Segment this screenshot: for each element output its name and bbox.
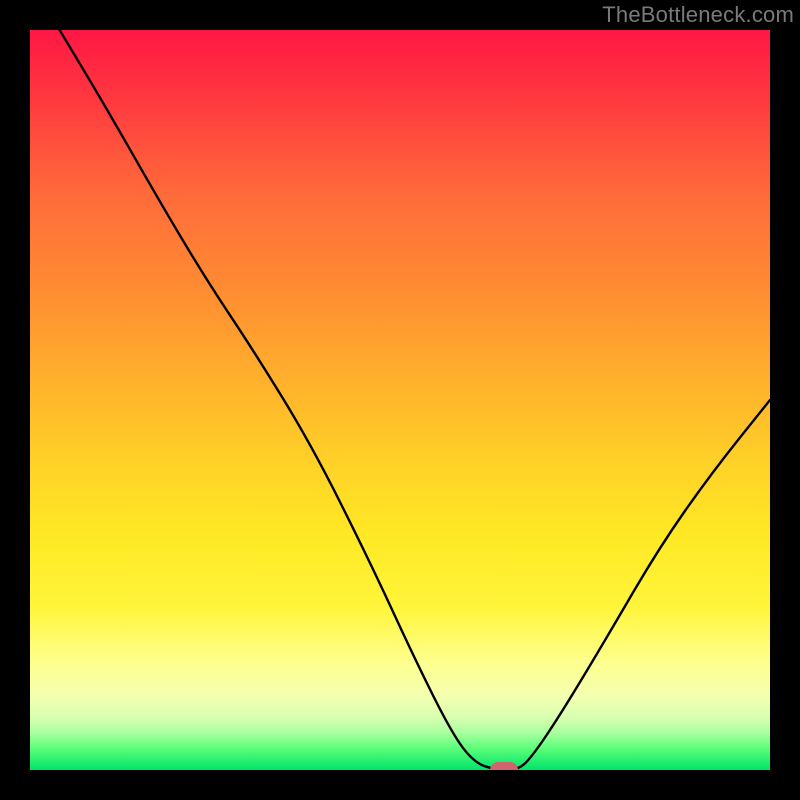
curve-path xyxy=(60,30,770,770)
watermark-text: TheBottleneck.com xyxy=(602,2,794,28)
chart-frame: TheBottleneck.com xyxy=(0,0,800,800)
optimal-marker xyxy=(490,762,518,770)
bottleneck-curve xyxy=(30,30,770,770)
plot-area xyxy=(30,30,770,770)
